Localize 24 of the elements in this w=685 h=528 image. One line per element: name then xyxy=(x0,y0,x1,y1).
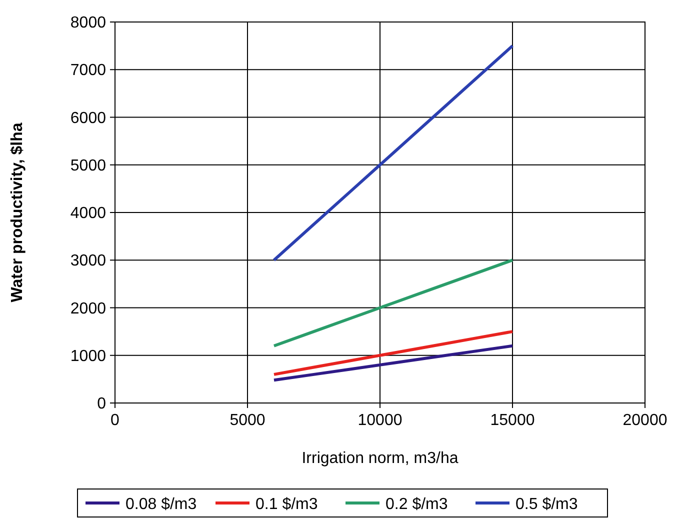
x-tick-label: 10000 xyxy=(358,412,402,429)
line-series xyxy=(272,44,514,262)
y-tick-label: 4000 xyxy=(70,205,106,222)
legend-label: 0.2 $/m3 xyxy=(386,496,448,513)
y-tick-label: 8000 xyxy=(70,14,106,32)
y-tick-label: 3000 xyxy=(70,252,106,270)
y-tick-label: 0 xyxy=(97,396,106,412)
legend-label: 0.5 $/m3 xyxy=(516,496,578,513)
legend-label: 0.1 $/m3 xyxy=(256,496,318,513)
y-axis-title: Water productivity, $lha xyxy=(9,122,26,302)
y-tick-label: 7000 xyxy=(70,62,106,80)
x-tick-label: 15000 xyxy=(490,412,535,429)
y-tick-label: 5000 xyxy=(70,157,106,174)
x-tick-label: 5000 xyxy=(230,412,266,429)
x-tick-label: 0 xyxy=(110,412,120,429)
legend-label: 0.08 $/m3 xyxy=(126,496,197,513)
y-tick-label: 6000 xyxy=(70,110,106,127)
x-axis-title: Irrigation norm, m3/ha xyxy=(302,450,458,467)
y-tick-label: 2000 xyxy=(70,300,106,318)
y-tick-label: 1000 xyxy=(70,348,106,365)
x-tick-label: 20000 xyxy=(622,412,668,429)
line-series xyxy=(272,258,514,348)
line-series xyxy=(272,330,514,376)
line-series xyxy=(272,344,514,382)
